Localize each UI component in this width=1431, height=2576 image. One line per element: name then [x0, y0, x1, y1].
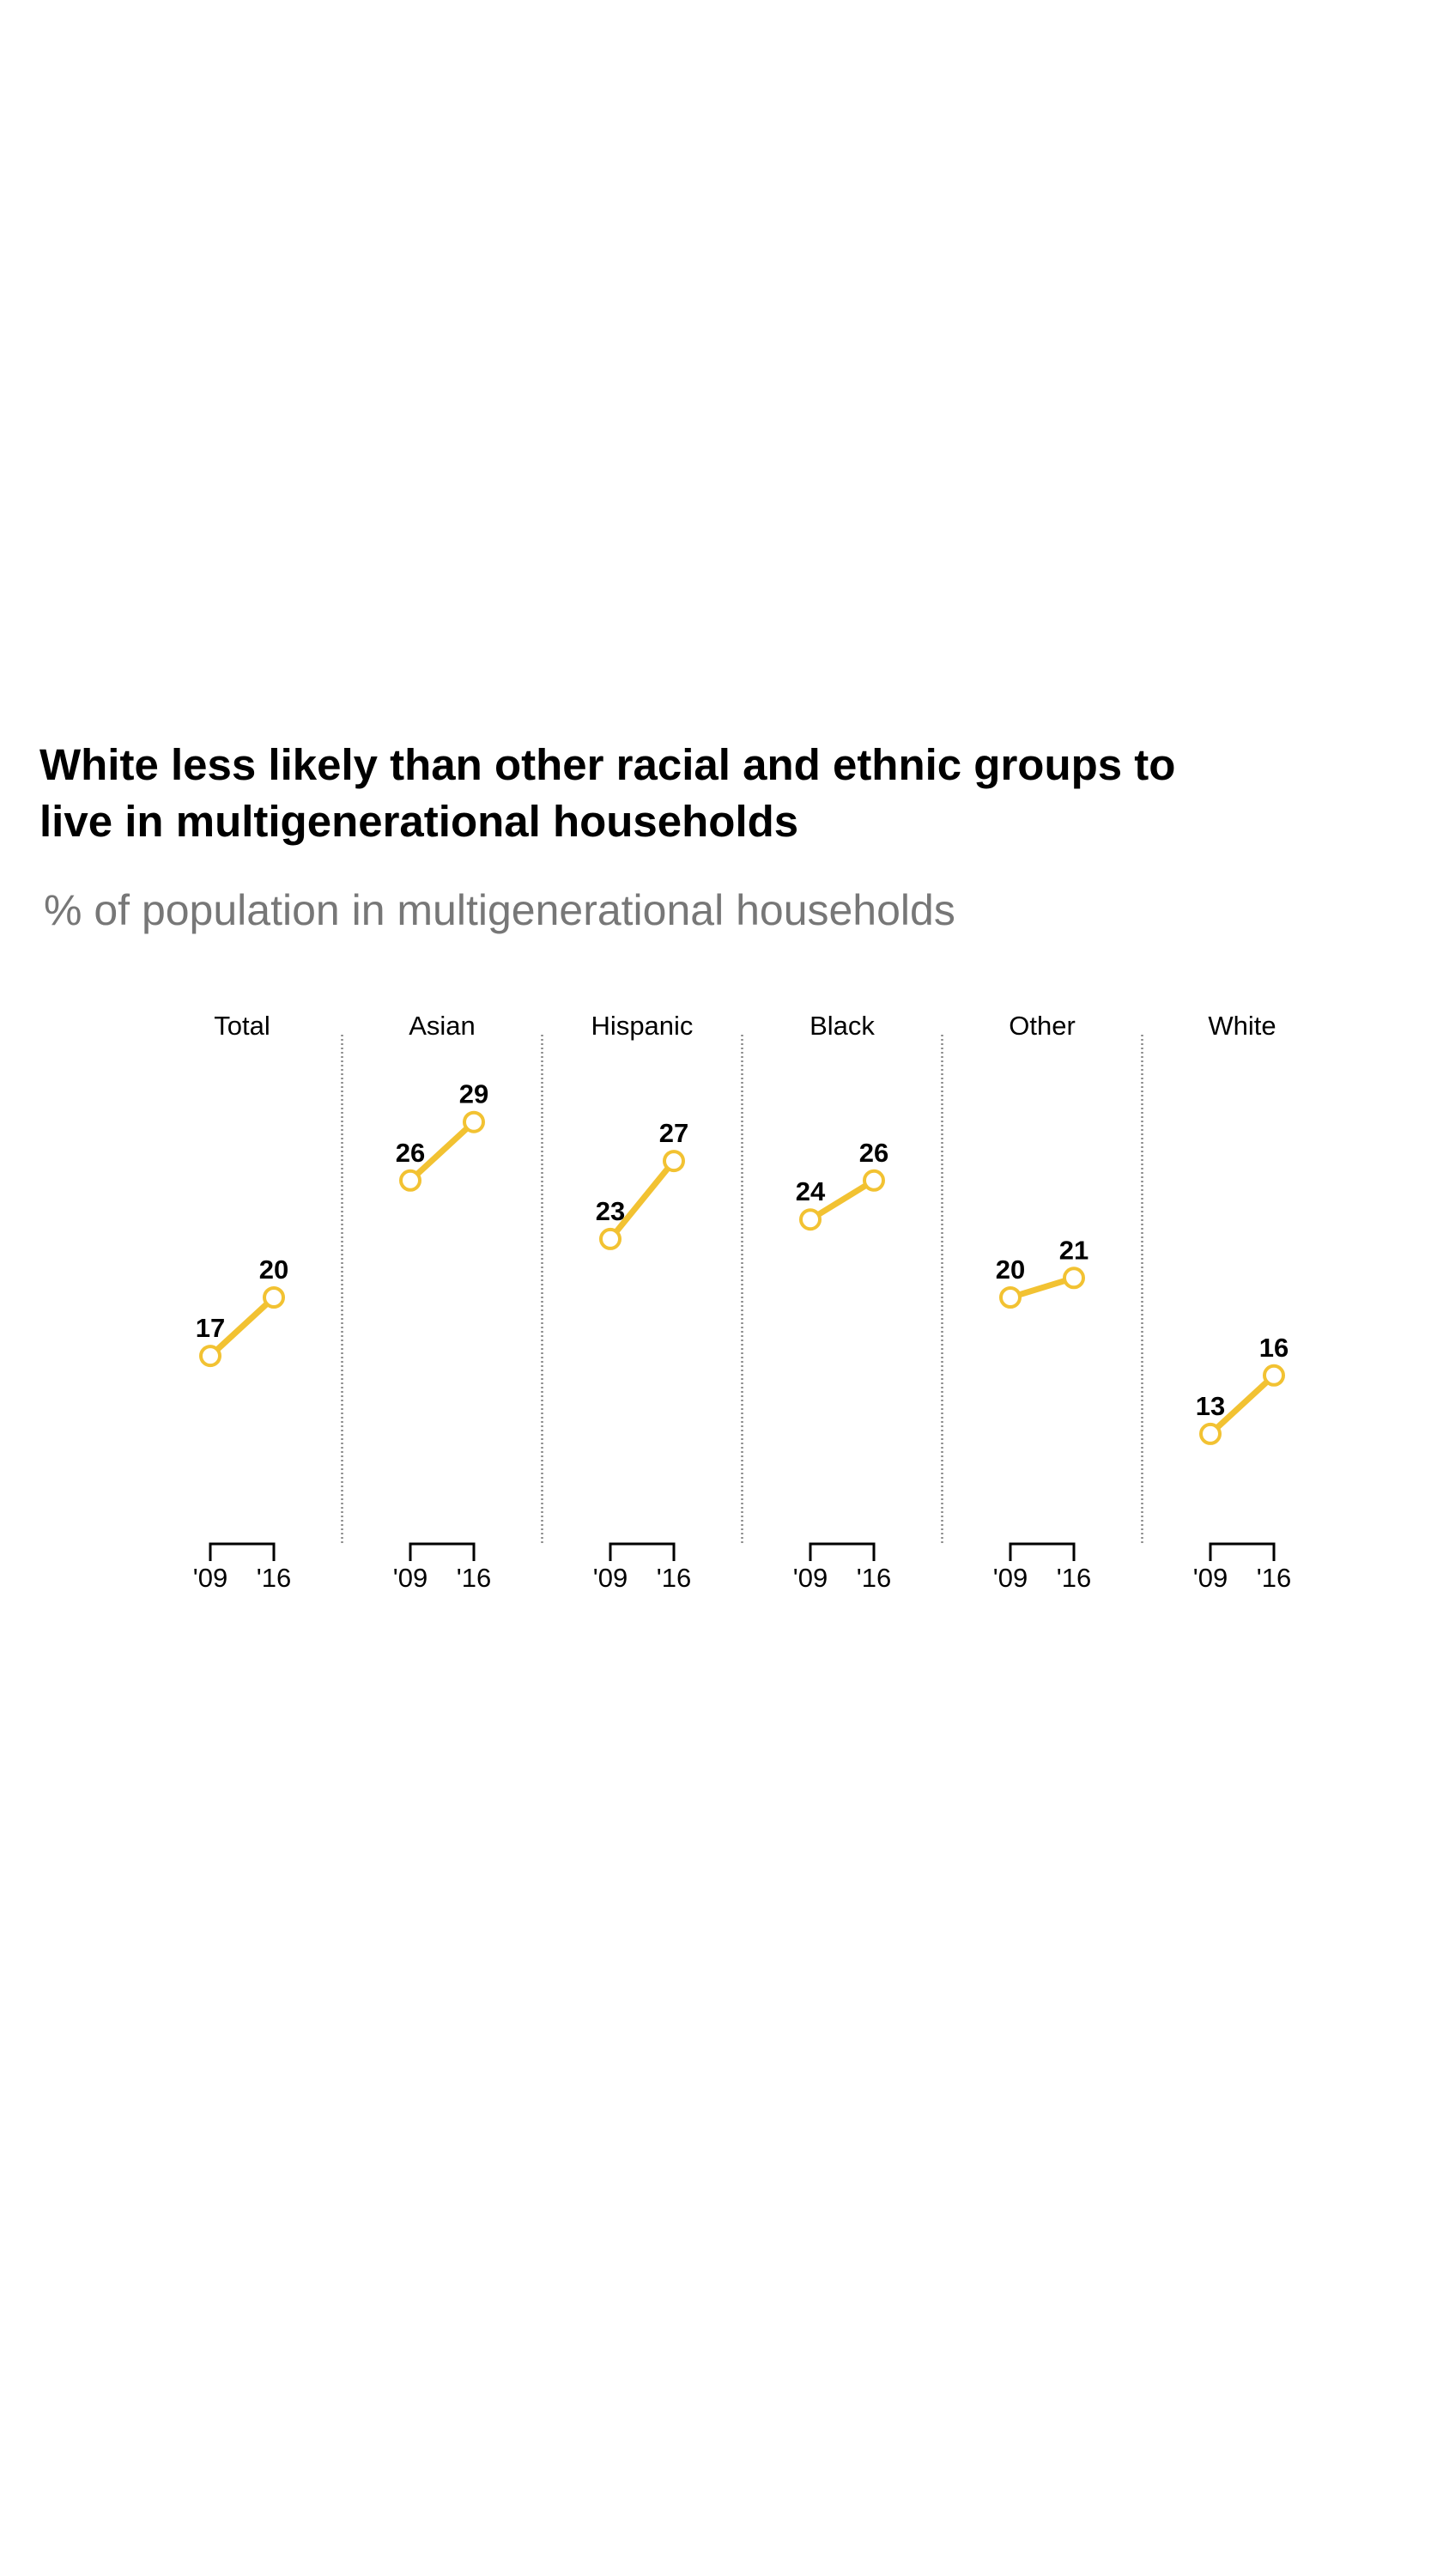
data-point-black-09 — [799, 1208, 822, 1231]
slope-line-black — [807, 1177, 877, 1223]
tick-label-hispanic-09: '09 — [593, 1563, 628, 1593]
tick-label-other-09: '09 — [993, 1563, 1028, 1593]
tick-label-total-09: '09 — [193, 1563, 227, 1593]
x-axis-bracket-black — [809, 1542, 876, 1561]
tick-label-total-16: '16 — [257, 1563, 291, 1593]
value-label-black-16: 26 — [859, 1138, 888, 1168]
slope-line-asian — [407, 1119, 477, 1184]
panel-label-other: Other — [1009, 1011, 1076, 1041]
panel-label-hispanic: Hispanic — [591, 1011, 694, 1041]
x-axis-bracket-total — [209, 1542, 276, 1561]
data-point-hispanic-09 — [599, 1227, 622, 1250]
value-label-black-09: 24 — [796, 1176, 826, 1206]
slope-line-hispanic — [607, 1157, 677, 1242]
tick-label-asian-09: '09 — [393, 1563, 427, 1593]
value-label-asian-09: 26 — [396, 1138, 425, 1168]
panel-label-total: Total — [214, 1011, 270, 1041]
data-point-hispanic-16 — [663, 1150, 685, 1173]
data-point-white-09 — [1199, 1422, 1222, 1445]
panel-label-black: Black — [809, 1011, 875, 1041]
tick-label-asian-16: '16 — [457, 1563, 491, 1593]
data-point-other-16 — [1063, 1267, 1085, 1290]
data-point-total-16 — [263, 1286, 285, 1309]
value-label-white-09: 13 — [1196, 1391, 1225, 1421]
value-label-hispanic-09: 23 — [596, 1196, 625, 1226]
chart-title: White less likely than other racial and … — [39, 737, 1370, 850]
x-axis-bracket-asian — [409, 1542, 476, 1561]
tick-label-hispanic-16: '16 — [657, 1563, 691, 1593]
value-label-white-16: 16 — [1259, 1333, 1289, 1363]
value-label-asian-16: 29 — [459, 1079, 488, 1109]
tick-label-white-16: '16 — [1257, 1563, 1291, 1593]
tick-label-other-16: '16 — [1057, 1563, 1091, 1593]
value-label-total-16: 20 — [259, 1255, 288, 1285]
data-point-black-16 — [863, 1169, 885, 1192]
tick-label-white-09: '09 — [1193, 1563, 1228, 1593]
slope-line-white — [1207, 1372, 1277, 1437]
value-label-other-16: 21 — [1059, 1235, 1088, 1265]
tick-label-black-09: '09 — [793, 1563, 828, 1593]
value-label-other-09: 20 — [996, 1255, 1025, 1285]
data-point-total-09 — [199, 1345, 221, 1368]
data-point-asian-09 — [399, 1169, 421, 1192]
x-axis-bracket-white — [1209, 1542, 1276, 1561]
data-point-other-09 — [999, 1286, 1022, 1309]
chart-subtitle: % of population in multigenerational hou… — [44, 886, 955, 934]
slope-line-total — [207, 1294, 277, 1359]
data-point-asian-16 — [463, 1110, 485, 1133]
chart-title-line-1: White less likely than other racial and … — [39, 740, 1176, 789]
chart-title-line-2: live in multigenerational households — [39, 797, 799, 846]
data-point-white-16 — [1263, 1364, 1285, 1387]
panel-label-asian: Asian — [409, 1011, 476, 1041]
value-label-total-09: 17 — [196, 1313, 225, 1343]
x-axis-bracket-other — [1009, 1542, 1076, 1561]
x-axis-bracket-hispanic — [609, 1542, 676, 1561]
tick-label-black-16: '16 — [857, 1563, 891, 1593]
panel-label-white: White — [1208, 1011, 1276, 1041]
value-label-hispanic-16: 27 — [659, 1118, 688, 1148]
